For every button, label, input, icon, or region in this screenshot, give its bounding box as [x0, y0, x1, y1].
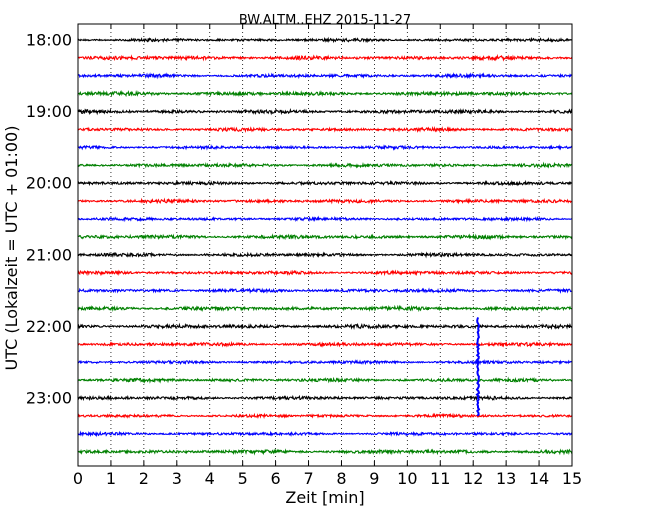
x-tick-label-1: 1 — [106, 469, 116, 488]
trace-row-12 — [77, 251, 573, 259]
plot-area: 0 1 2 3 4 5 6 7 8 9 10 11 12 13 14 1518:0019:0020:0021:… — [26, 23, 582, 488]
trace-row-7 — [77, 161, 573, 169]
x-tick-label-6: 6 — [271, 469, 281, 488]
trace-row-1 — [77, 53, 573, 62]
y-tick-label-1800: 18:00 — [26, 31, 72, 50]
plot-frame — [77, 23, 573, 467]
trace-row-8 — [77, 179, 572, 187]
trace-row-4 — [77, 107, 573, 116]
x-tick-label-11: 11 — [430, 469, 450, 488]
trace-row-0 — [77, 36, 572, 44]
trace-row-18 — [77, 358, 573, 366]
trace-row-15 — [77, 304, 573, 313]
trace-row-11 — [77, 233, 573, 241]
x-tick-label-10: 10 — [397, 469, 417, 488]
y-tick-label-2200: 22:00 — [26, 317, 72, 336]
x-tick-label-0: 0 — [73, 469, 83, 488]
x-tick-label-5: 5 — [238, 469, 248, 488]
y-tick-label-2000: 20:00 — [26, 174, 72, 193]
trace-row-14 — [77, 287, 572, 295]
trace-row-10 — [77, 215, 572, 223]
trace-row-3 — [77, 89, 573, 98]
trace-row-19 — [77, 376, 573, 384]
trace-row-16 — [77, 322, 573, 331]
x-tick-label-9: 9 — [369, 469, 379, 488]
trace-row-13 — [77, 269, 573, 277]
x-tick-label-8: 8 — [336, 469, 346, 488]
chart-title: BW.ALTM..EHZ 2015-11-27 — [239, 13, 411, 28]
trace-row-2 — [77, 72, 573, 80]
x-tick-label-13: 13 — [496, 469, 516, 488]
x-tick-label-3: 3 — [172, 469, 182, 488]
trace-row-6 — [77, 144, 573, 151]
x-tick-label-4: 4 — [205, 469, 215, 488]
y-tick-label-2300: 23:00 — [26, 389, 72, 408]
x-tick-label-12: 12 — [463, 469, 483, 488]
x-tick-label-7: 7 — [303, 469, 313, 488]
y-tick-label-2100: 21:00 — [26, 245, 72, 264]
y-axis-label: UTC (Lokalzeit = UTC + 01:00) — [2, 126, 21, 371]
x-axis-label: Zeit [min] — [285, 488, 364, 507]
x-tick-label-14: 14 — [529, 469, 549, 488]
trace-row-9 — [77, 197, 572, 205]
trace-row-17 — [77, 340, 573, 348]
trace-row-22 — [77, 430, 573, 438]
trace-row-5 — [77, 125, 573, 133]
event-spike — [475, 317, 481, 417]
trace-row-23 — [77, 448, 573, 456]
trace-row-20 — [77, 394, 573, 402]
x-tick-label-2: 2 — [139, 469, 149, 488]
trace-row-21 — [77, 412, 573, 420]
x-tick-label-15: 15 — [562, 469, 582, 488]
y-tick-label-1900: 19:00 — [26, 102, 72, 121]
